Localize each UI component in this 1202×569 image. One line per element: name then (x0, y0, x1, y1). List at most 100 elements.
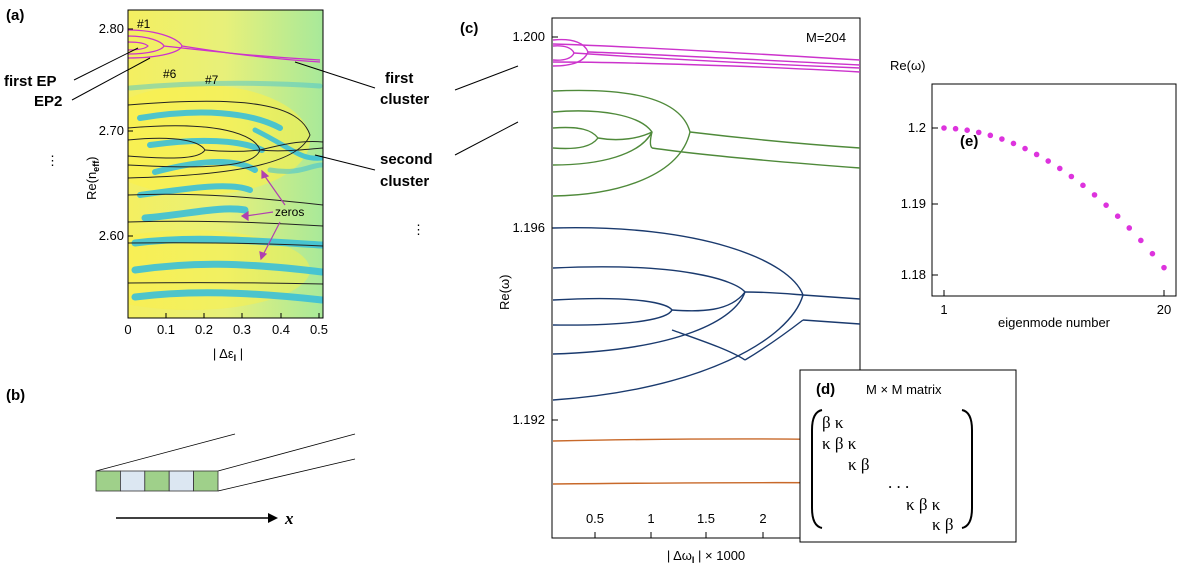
second-cluster-pointer-c (454, 121, 519, 156)
matrix-title: M × M matrix (866, 382, 942, 397)
panel-a-xtick: 0.3 (233, 322, 251, 337)
data-point (1159, 263, 1168, 272)
panel-c-xtick: 0.5 (586, 511, 604, 526)
panel-c-ytick: 1.196 (512, 220, 545, 235)
panel-e-frame (931, 83, 1177, 297)
panel-c-label: (c) (460, 20, 478, 37)
panel-b-label: (b) (6, 387, 25, 404)
panel-a-xtick: 0.4 (272, 322, 290, 337)
panel-a-ylabel: Re(neff) (84, 156, 101, 200)
ep2-label: EP2 (34, 93, 62, 110)
data-point (1032, 150, 1041, 159)
panel-c-xticks: 0.5 1 1.5 2 (586, 511, 767, 538)
data-point (939, 123, 948, 132)
panel-d: (d) M × M matrix β κ κ β κ κ β . . . κ β… (799, 369, 1017, 543)
panel-a-frame (127, 9, 324, 319)
data-point (1021, 144, 1030, 153)
panel-e: Re(ω) (e) 1.2 1.19 1.18 1 20 eigenmode n… (890, 58, 1177, 330)
panel-c-xtick: 1 (647, 511, 654, 526)
panel-d-frame (799, 369, 1017, 543)
panel-e-ytick: 1.18 (901, 267, 926, 282)
panel-a-yticks: 2.80 2.70 2.60 (99, 21, 133, 243)
ellipsis-middle: ⋮ (412, 222, 425, 237)
panel-e-xtick: 20 (1157, 302, 1171, 317)
matrix-row: κ β (848, 455, 869, 474)
data-point (1125, 223, 1134, 232)
data-point (1009, 139, 1018, 148)
data-point (1044, 157, 1053, 166)
first-cluster-label-1: first (385, 70, 413, 87)
panel-b: (b) x (6, 387, 356, 528)
panel-a-ytick: 2.80 (99, 21, 124, 36)
matrix-size-label: M=204 (806, 30, 846, 45)
matrix-row: . . . (888, 473, 909, 492)
waveguide-diagram (95, 433, 356, 492)
first-cluster-label-2: cluster (380, 91, 429, 108)
panel-e-ylabel: Re(ω) (890, 58, 925, 73)
panel-c-ytick: 1.192 (512, 412, 545, 427)
mode-1-label: #1 (137, 17, 151, 31)
panel-e-ytick: 1.2 (908, 120, 926, 135)
mode-6-label: #6 (163, 67, 177, 81)
first-cluster-pointer-a (294, 61, 376, 89)
panel-e-xticks: 1 20 (940, 290, 1171, 317)
data-point (1067, 172, 1076, 181)
panel-a-xlabel: | ΔεI | (213, 346, 243, 363)
first-ep-pointer (73, 47, 139, 81)
panel-c-xtick: 1.5 (697, 511, 715, 526)
data-point (963, 126, 972, 135)
panel-a-ytick: 2.70 (99, 123, 124, 138)
data-point (1055, 164, 1064, 173)
data-point (1102, 201, 1111, 210)
data-point (986, 131, 995, 140)
panel-a-xticks: 0 0.1 0.2 0.3 0.4 0.5 (124, 313, 328, 337)
data-point (1078, 181, 1087, 190)
data-point (974, 128, 983, 137)
data-point (951, 124, 960, 133)
x-arrowhead (268, 513, 278, 523)
ep2-pointer (71, 57, 151, 101)
matrix-right-bracket (961, 409, 973, 529)
panel-d-label: (d) (816, 381, 835, 398)
panel-a-label: (a) (6, 7, 24, 24)
x-axis-label: x (284, 509, 294, 528)
panel-a-xtick: 0 (124, 322, 131, 337)
first-ep-label: first EP (4, 73, 57, 90)
data-point (997, 135, 1006, 144)
panel-c-yticks: 1.200 1.196 1.192 (512, 29, 558, 427)
data-point (1090, 190, 1099, 199)
zeros-arrows (240, 169, 286, 261)
matrix-left-bracket (811, 409, 823, 529)
panel-a-ytick: 2.60 (99, 228, 124, 243)
panel-c-ylabel: Re(ω) (497, 275, 512, 310)
zeros-label: zeros (275, 205, 304, 219)
mode-7-label: #7 (205, 73, 219, 87)
first-cluster-pointer-c (454, 65, 519, 91)
panel-e-xlabel: eigenmode number (998, 315, 1111, 330)
panel-e-yticks: 1.2 1.19 1.18 (901, 120, 938, 282)
panel-a-xtick: 0.5 (310, 322, 328, 337)
second-cluster-pointer-a (314, 154, 376, 171)
data-point (1148, 249, 1157, 258)
second-cluster-label-2: cluster (380, 173, 429, 190)
panel-c-xtick: 2 (759, 511, 766, 526)
heatmap (128, 10, 323, 318)
panel-a-xtick: 0.2 (195, 322, 213, 337)
panel-a-xtick: 0.1 (157, 322, 175, 337)
green-branches (552, 89, 861, 197)
navy-branches (552, 227, 861, 401)
matrix-row: β κ (822, 413, 844, 432)
panel-c-ytick: 1.200 (512, 29, 545, 44)
panel-e-ytick: 1.19 (901, 196, 926, 211)
matrix-row: κ β κ (906, 495, 941, 514)
data-point (1113, 212, 1122, 221)
matrix-row: κ β κ (822, 434, 857, 453)
data-point (1136, 236, 1145, 245)
ellipsis-a: ⋮ (46, 153, 59, 168)
matrix-row: κ β (932, 515, 953, 534)
magenta-branches (552, 38, 861, 73)
panel-e-xtick: 1 (940, 302, 947, 317)
panel-a: (a) (4, 7, 519, 363)
panel-c-xlabel: | ΔωI | × 1000 (667, 548, 745, 565)
